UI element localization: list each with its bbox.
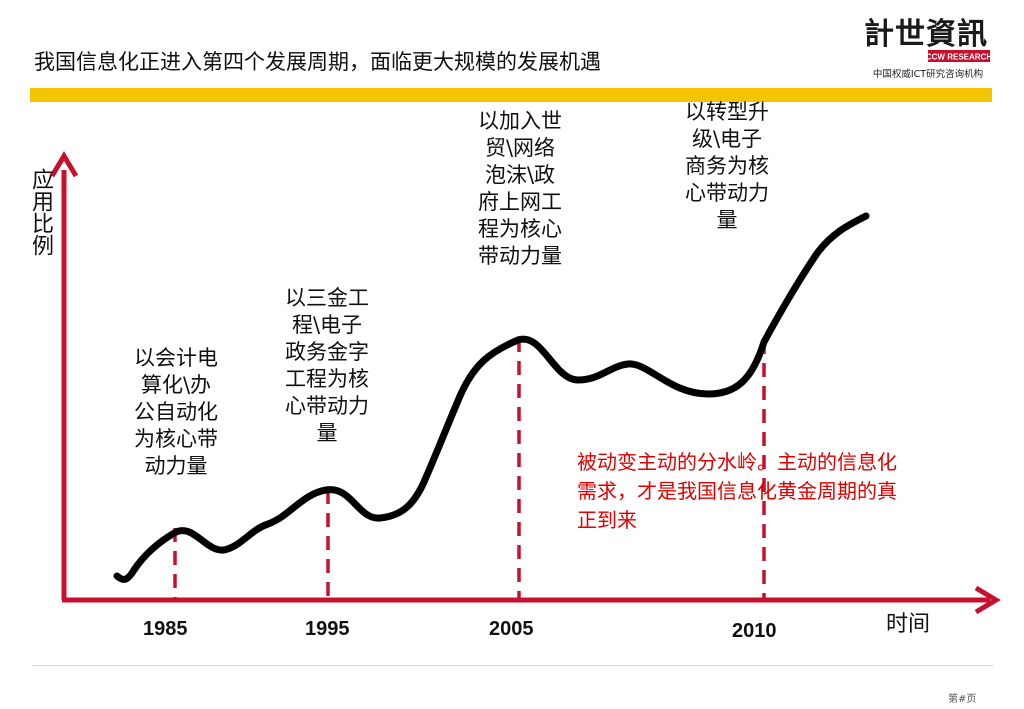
year-label-1995: 1995 [305,618,350,640]
x-axis-label: 时间 [886,612,931,637]
development-curve [113,212,870,583]
page-number: 第#页 [948,694,977,705]
stage-4-label: 以转型升级\电子商务为核心带动力量 [685,100,769,232]
y-axis-label: 应用比例 [28,168,53,256]
stage-3-label: 以加入世贸\网络泡沫\政府上网工程为核心带动力量 [478,109,562,268]
title-underline-band [30,88,992,102]
turning-point-callout: 被动变主动的分水岭。主动的信息化需求，才是我国信息化黄金周期的真正到来 [577,450,897,532]
footer-divider [32,665,994,666]
year-label-2005: 2005 [489,618,534,640]
x-axis-arrow [974,585,1001,615]
ccw-logo: 計世資訊 CCW RESEARCH [864,17,992,62]
year-label-2010: 2010 [732,620,777,642]
logo-chinese-text: 計世資訊 [864,17,988,52]
year-label-1985: 1985 [143,618,188,640]
slide-title: 我国信息化正进入第四个发展周期，面临更大规模的发展机遇 [34,50,601,74]
y-axis-arrow [49,151,79,178]
stage-2-label: 以三金工程\电子政务金字工程为核心带动力量 [285,286,369,445]
stage-1-label: 以会计电算化\办公自动化为核心带动力量 [134,346,218,478]
logo-english-text: CCW RESEARCH [926,53,992,62]
logo-subtitle: 中国权威ICT研究咨询机构 [872,69,984,80]
